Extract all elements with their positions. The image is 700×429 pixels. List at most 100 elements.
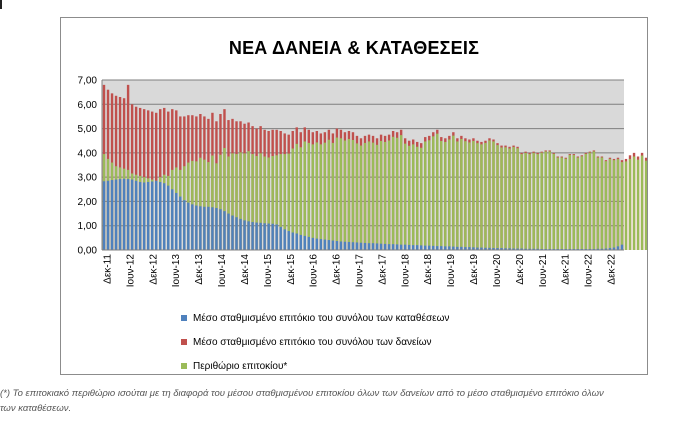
bar-series-3 [480, 144, 483, 250]
x-tick-label: Ιουν-12 [125, 254, 136, 288]
bar-series-1 [407, 244, 411, 250]
bar-series-3 [299, 147, 302, 250]
bar-series-1 [452, 246, 455, 250]
bar-series-3 [492, 141, 495, 250]
legend-item: Περιθώριο επιτοκίου* [181, 354, 601, 378]
bar-series-1 [223, 211, 226, 250]
bar-series-3 [564, 158, 567, 250]
bar-series-3 [391, 136, 395, 250]
bar-series-3 [307, 142, 310, 250]
bar-series-1 [291, 232, 294, 250]
legend-item: Μέσο σταθμισμένο επιτόκιο του συνόλου τω… [181, 330, 601, 354]
legend-label: Μέσο σταθμισμένο επιτόκιο του συνόλου τω… [193, 336, 432, 348]
bar-series-3 [335, 137, 339, 250]
bar-series-1 [255, 222, 258, 250]
bar-series-1 [351, 242, 355, 250]
bar-series-1 [287, 231, 290, 250]
bar-series-3 [247, 151, 250, 250]
bar-series-1 [247, 221, 250, 250]
bar-series-3 [536, 154, 539, 250]
x-tick-label: Ιουν-22 [584, 254, 595, 288]
x-tick-label: Δεκ-12 [148, 254, 159, 285]
bar-series-3 [339, 138, 343, 250]
bar-series-3 [452, 135, 455, 250]
bar-series-3 [624, 161, 628, 250]
footnote: (*) Το επιτοκιακό περιθώριο ισούται με τ… [0, 386, 700, 416]
bar-series-3 [600, 157, 604, 250]
bar-series-3 [251, 154, 254, 250]
x-tick-label: Δεκ-11 [103, 254, 114, 284]
bar-series-3 [416, 146, 419, 250]
bar-series-1 [403, 244, 407, 250]
bar-series-3 [504, 147, 507, 250]
bar-series-3 [420, 147, 423, 250]
x-tick-label: Ιουν-19 [446, 254, 457, 288]
x-tick-label: Δεκ-22 [607, 254, 618, 285]
bar-series-1 [512, 248, 515, 250]
bar-series-3 [375, 144, 379, 250]
bar-series-3 [315, 142, 319, 250]
bar-series-3 [464, 141, 467, 250]
bar-series-1 [375, 243, 379, 250]
bar-series-1 [371, 243, 375, 250]
bar-series-1 [391, 244, 395, 250]
x-tick-label: Δεκ-15 [286, 254, 297, 285]
bar-series-1 [608, 248, 612, 250]
bar-series-3 [460, 139, 463, 250]
bar-series-1 [500, 248, 503, 250]
bar-series-1 [620, 244, 624, 250]
bar-series-3 [444, 141, 447, 250]
bar-series-3 [508, 148, 511, 250]
bar-series-1 [536, 248, 539, 250]
bar-series-3 [267, 157, 270, 250]
bar-series-3 [371, 142, 375, 250]
bar-series-1 [472, 247, 475, 250]
bar-series-3 [347, 139, 351, 250]
edge-mark [0, 0, 2, 9]
bar-series-3 [496, 145, 499, 250]
bar-series-3 [215, 163, 218, 250]
bar-series-3 [612, 160, 616, 250]
bar-series-1 [175, 192, 178, 250]
bar-series-3 [259, 153, 262, 250]
bar-series-3 [500, 147, 503, 250]
bar-series-3 [379, 140, 383, 250]
bar-series-3 [596, 157, 600, 250]
bar-series-3 [440, 140, 443, 250]
bar-series-1 [520, 248, 523, 250]
chart-plot: 0,00 1,00 2,00 3,00 4,00 5,00 6,00 7,00 Δεκ-11 Ιο… [78, 76, 647, 288]
chart-panel: ΝΕΑ ΔΑΝΕΙΑ & ΚΑΤΑΘΕΣΕΙΣ 0,00 1,00 2,00 3,00… [60, 17, 648, 375]
bar-series-1 [307, 236, 310, 250]
bar-series-3 [203, 159, 206, 250]
bar-series-3 [355, 143, 359, 250]
bar-series-1 [600, 248, 604, 250]
bar-series-1 [379, 243, 383, 250]
bar-series-3 [199, 157, 202, 250]
bar-series-3 [303, 141, 306, 250]
bar-series-1 [183, 200, 186, 250]
bar-series-1 [420, 245, 423, 250]
bar-series-3 [488, 140, 491, 250]
bar-series-3 [283, 154, 286, 250]
bar-series-1 [508, 248, 511, 250]
bar-series-1 [283, 229, 286, 250]
bar-series-1 [155, 180, 158, 250]
footnote-line-1: (*) Το επιτοκιακό περιθώριο ισούται με τ… [0, 388, 604, 399]
bar-series-3 [275, 155, 278, 250]
bar-series-1 [235, 217, 238, 250]
bar-series-3 [271, 156, 274, 250]
bar-series-1 [219, 209, 222, 250]
bar-series-3 [351, 139, 355, 250]
bar-series-1 [315, 238, 319, 250]
bar-series-3 [472, 140, 475, 250]
bar-series-1 [327, 240, 331, 250]
bar-series-1 [303, 235, 306, 250]
bar-series-1 [239, 218, 242, 250]
bar-series-3 [608, 158, 612, 250]
bar-series-3 [291, 148, 294, 250]
bar-series-1 [484, 247, 487, 250]
bar-series-3 [207, 162, 210, 250]
bar-series-1 [187, 202, 190, 250]
bar-series-3 [239, 152, 242, 250]
bar-series-1 [399, 244, 403, 250]
